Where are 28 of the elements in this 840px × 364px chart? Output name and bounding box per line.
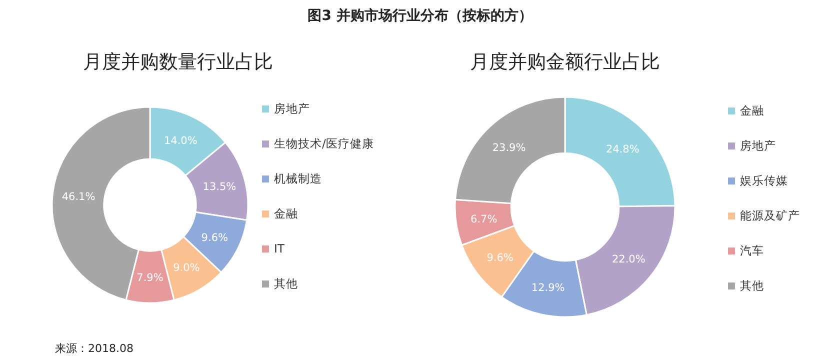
legend-label: 生物技术/医疗健康 (274, 136, 374, 150)
source-note: 来源：2018.08 (55, 342, 134, 355)
legend-label: IT (274, 242, 286, 256)
legend-label: 金融 (740, 104, 764, 118)
chart-title: 月度并购数量行业占比 (83, 51, 273, 73)
legend-label: 其他 (740, 278, 764, 292)
legend-label: 汽车 (740, 244, 764, 258)
legend-label: 能源及矿产 (740, 208, 800, 222)
legend-label: 房地产 (740, 138, 776, 152)
legend-label: 机械制造 (274, 172, 322, 186)
legend-label: 其他 (274, 276, 298, 290)
data-label: 23.9% (492, 142, 526, 154)
data-label: 13.5% (202, 180, 236, 193)
data-label: 22.0% (612, 254, 646, 266)
data-label: 9.6% (486, 252, 514, 264)
data-label: 14.0% (164, 134, 198, 147)
legend-label: 金融 (274, 206, 298, 220)
data-label: 9.6% (201, 232, 228, 244)
legend-label: 娱乐传媒 (740, 174, 788, 188)
data-label: 24.8% (606, 144, 640, 156)
data-label: 6.7% (470, 214, 498, 226)
legend-label: 房地产 (274, 102, 310, 116)
data-label: 9.0% (173, 262, 200, 274)
caption: 图3 并购市场行业分布（按标的方） (308, 7, 532, 24)
data-label: 7.9% (136, 272, 164, 284)
data-label: 12.9% (531, 282, 565, 294)
data-label: 46.1% (62, 191, 96, 204)
chart-title: 月度并购金额行业占比 (470, 51, 660, 73)
